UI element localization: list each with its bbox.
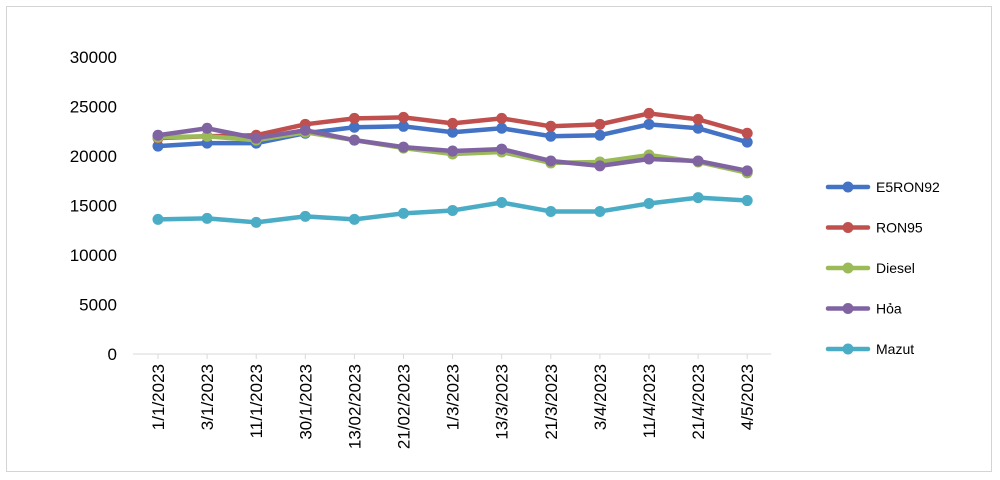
data-point [398,207,409,219]
legend-item: Mazut [825,341,914,357]
data-point [594,118,606,130]
x-tick-label: 30/1/2023 [296,364,315,440]
data-point [643,198,655,210]
x-tick-label: 1/1/2023 [149,364,168,430]
legend-label: Diesel [876,260,915,276]
y-tick-label: 25000 [70,98,117,117]
x-tick-label: 3/4/2023 [591,364,610,430]
data-point [496,143,508,155]
data-point [447,145,459,157]
data-point [496,112,508,124]
data-point [692,192,704,204]
chart-frame [6,6,992,472]
data-point [643,153,655,165]
data-point [692,155,704,167]
x-tick-label: 21/3/2023 [542,364,561,440]
x-tick-label: 13/3/2023 [493,364,512,440]
x-tick-label: 13/02/2023 [345,364,364,449]
y-tick-label: 15000 [70,197,117,216]
data-point [496,122,508,134]
data-point [250,216,262,228]
data-point [692,122,704,134]
legend-item: Diesel [825,260,915,276]
data-point [741,136,753,148]
data-point [447,126,459,138]
legend-label: E5RON92 [876,179,940,195]
legend-label: Mazut [876,341,914,357]
legend-marker [842,222,854,233]
legend-marker [842,262,854,274]
data-point [741,165,753,177]
legend-marker [842,303,854,314]
y-tick-label: 20000 [70,147,117,166]
data-point [741,195,753,207]
data-point [741,127,753,139]
legend-marker [842,181,854,193]
data-point [594,160,606,172]
legend-marker [842,343,854,355]
x-tick-label: 21/4/2023 [689,364,708,440]
y-tick-label: 10000 [70,246,117,265]
data-point [201,130,213,142]
y-tick-label: 0 [108,345,117,364]
data-point [398,141,409,153]
data-point [348,213,360,225]
data-point [299,124,311,136]
legend-item: RON95 [825,220,923,236]
data-point [348,134,360,146]
data-point [545,120,557,132]
x-tick-label: 3/1/2023 [198,364,217,430]
data-point [447,117,459,129]
data-point [643,107,655,119]
x-tick-label: 1/3/2023 [444,364,463,430]
legend-item: Hỏa [825,301,902,317]
data-point [398,111,409,123]
legend-label: RON95 [876,220,923,236]
data-point [201,122,213,134]
data-point [398,120,409,132]
x-tick-label: 11/4/2023 [640,364,659,438]
data-point [545,155,557,167]
y-tick-label: 30000 [70,48,117,67]
data-point [152,140,164,152]
data-point [545,130,557,142]
data-point [348,112,360,124]
x-tick-label: 4/5/2023 [738,364,757,430]
data-point [643,118,655,130]
data-point [447,204,459,216]
data-point [152,129,164,141]
x-tick-label: 11/1/2023 [247,364,266,438]
data-point [348,121,360,133]
legend-item: E5RON92 [825,179,940,195]
data-point [201,212,213,224]
legend-label: Hỏa [876,301,902,317]
data-point [496,197,508,209]
x-tick-label: 21/02/2023 [395,364,414,449]
data-point [545,205,557,217]
data-point [594,205,606,217]
y-tick-label: 5000 [79,296,117,315]
data-point [250,132,262,144]
data-point [152,213,164,225]
data-point [692,113,704,125]
data-point [594,129,606,141]
data-point [299,210,311,222]
